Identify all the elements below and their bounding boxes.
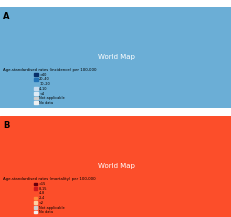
Text: B: B (3, 121, 9, 130)
Text: A: A (3, 12, 10, 21)
Legend: >15, 8–15, 4–8, 2–4, <2, Not applicable, No data: >15, 8–15, 4–8, 2–4, <2, Not applicable,… (2, 176, 96, 215)
Text: World Map: World Map (97, 163, 134, 169)
Text: World Map: World Map (97, 54, 134, 60)
Legend: >40, 20–40, 10–20, 4–10, <4, Not applicable, No data: >40, 20–40, 10–20, 4–10, <4, Not applica… (2, 67, 97, 106)
